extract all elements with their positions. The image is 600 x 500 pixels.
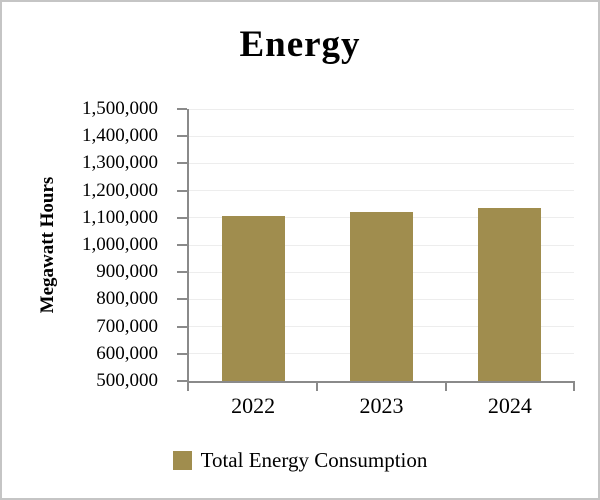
chart-title: Energy: [239, 24, 361, 65]
gridline: [189, 190, 574, 192]
y-tick-label: 600,000: [96, 342, 158, 364]
x-tick-mark: [316, 381, 319, 391]
gridline: [189, 162, 574, 164]
y-tick-label: 1,500,000: [82, 98, 158, 119]
y-tick-label: 1,200,000: [82, 179, 158, 201]
y-tick-mark: [177, 108, 187, 110]
y-tick-mark: [177, 325, 187, 328]
y-tick-mark: [177, 298, 187, 301]
x-tick-mark: [187, 381, 189, 391]
y-tick-label: 800,000: [96, 288, 158, 310]
x-axis-label: 2024: [487, 393, 532, 418]
x-tick-mark: [573, 381, 575, 391]
bar-2024: [478, 208, 542, 381]
bar-2023: [350, 212, 413, 381]
y-tick-label: 500,000: [96, 370, 158, 391]
y-axis-title: Megawatt Hours: [37, 176, 58, 314]
y-tick-label: 1,000,000: [82, 234, 158, 255]
x-tick-mark: [444, 381, 447, 391]
y-tick-mark: [177, 162, 187, 165]
plot-area: 1,500,000 1,400,000 1,300,000 1,200,000 1,10…: [82, 98, 575, 418]
y-tick-label: 700,000: [96, 315, 158, 337]
y-tick-mark: [177, 352, 187, 355]
bar-2022: [221, 216, 285, 381]
y-tick-label: 900,000: [96, 261, 158, 283]
y-tick-mark: [177, 271, 187, 274]
x-axis-label: 2023: [359, 393, 404, 418]
y-tick-mark: [177, 135, 187, 138]
x-axis-label: 2022: [231, 393, 276, 418]
legend-swatch: [172, 450, 192, 470]
y-tick-label: 1,100,000: [82, 206, 158, 228]
gridline: [189, 135, 574, 137]
y-tick-mark: [177, 380, 187, 382]
y-tick-mark: [177, 244, 187, 246]
y-tick-mark: [177, 216, 187, 219]
gridline: [189, 108, 574, 110]
legend: Total Energy Consumption: [2, 448, 598, 472]
y-tick-label: 1,300,000: [82, 152, 158, 174]
y-tick-label: 1,400,000: [82, 125, 158, 147]
y-tick-mark: [177, 189, 187, 192]
legend-label: Total Energy Consumption: [200, 448, 428, 472]
